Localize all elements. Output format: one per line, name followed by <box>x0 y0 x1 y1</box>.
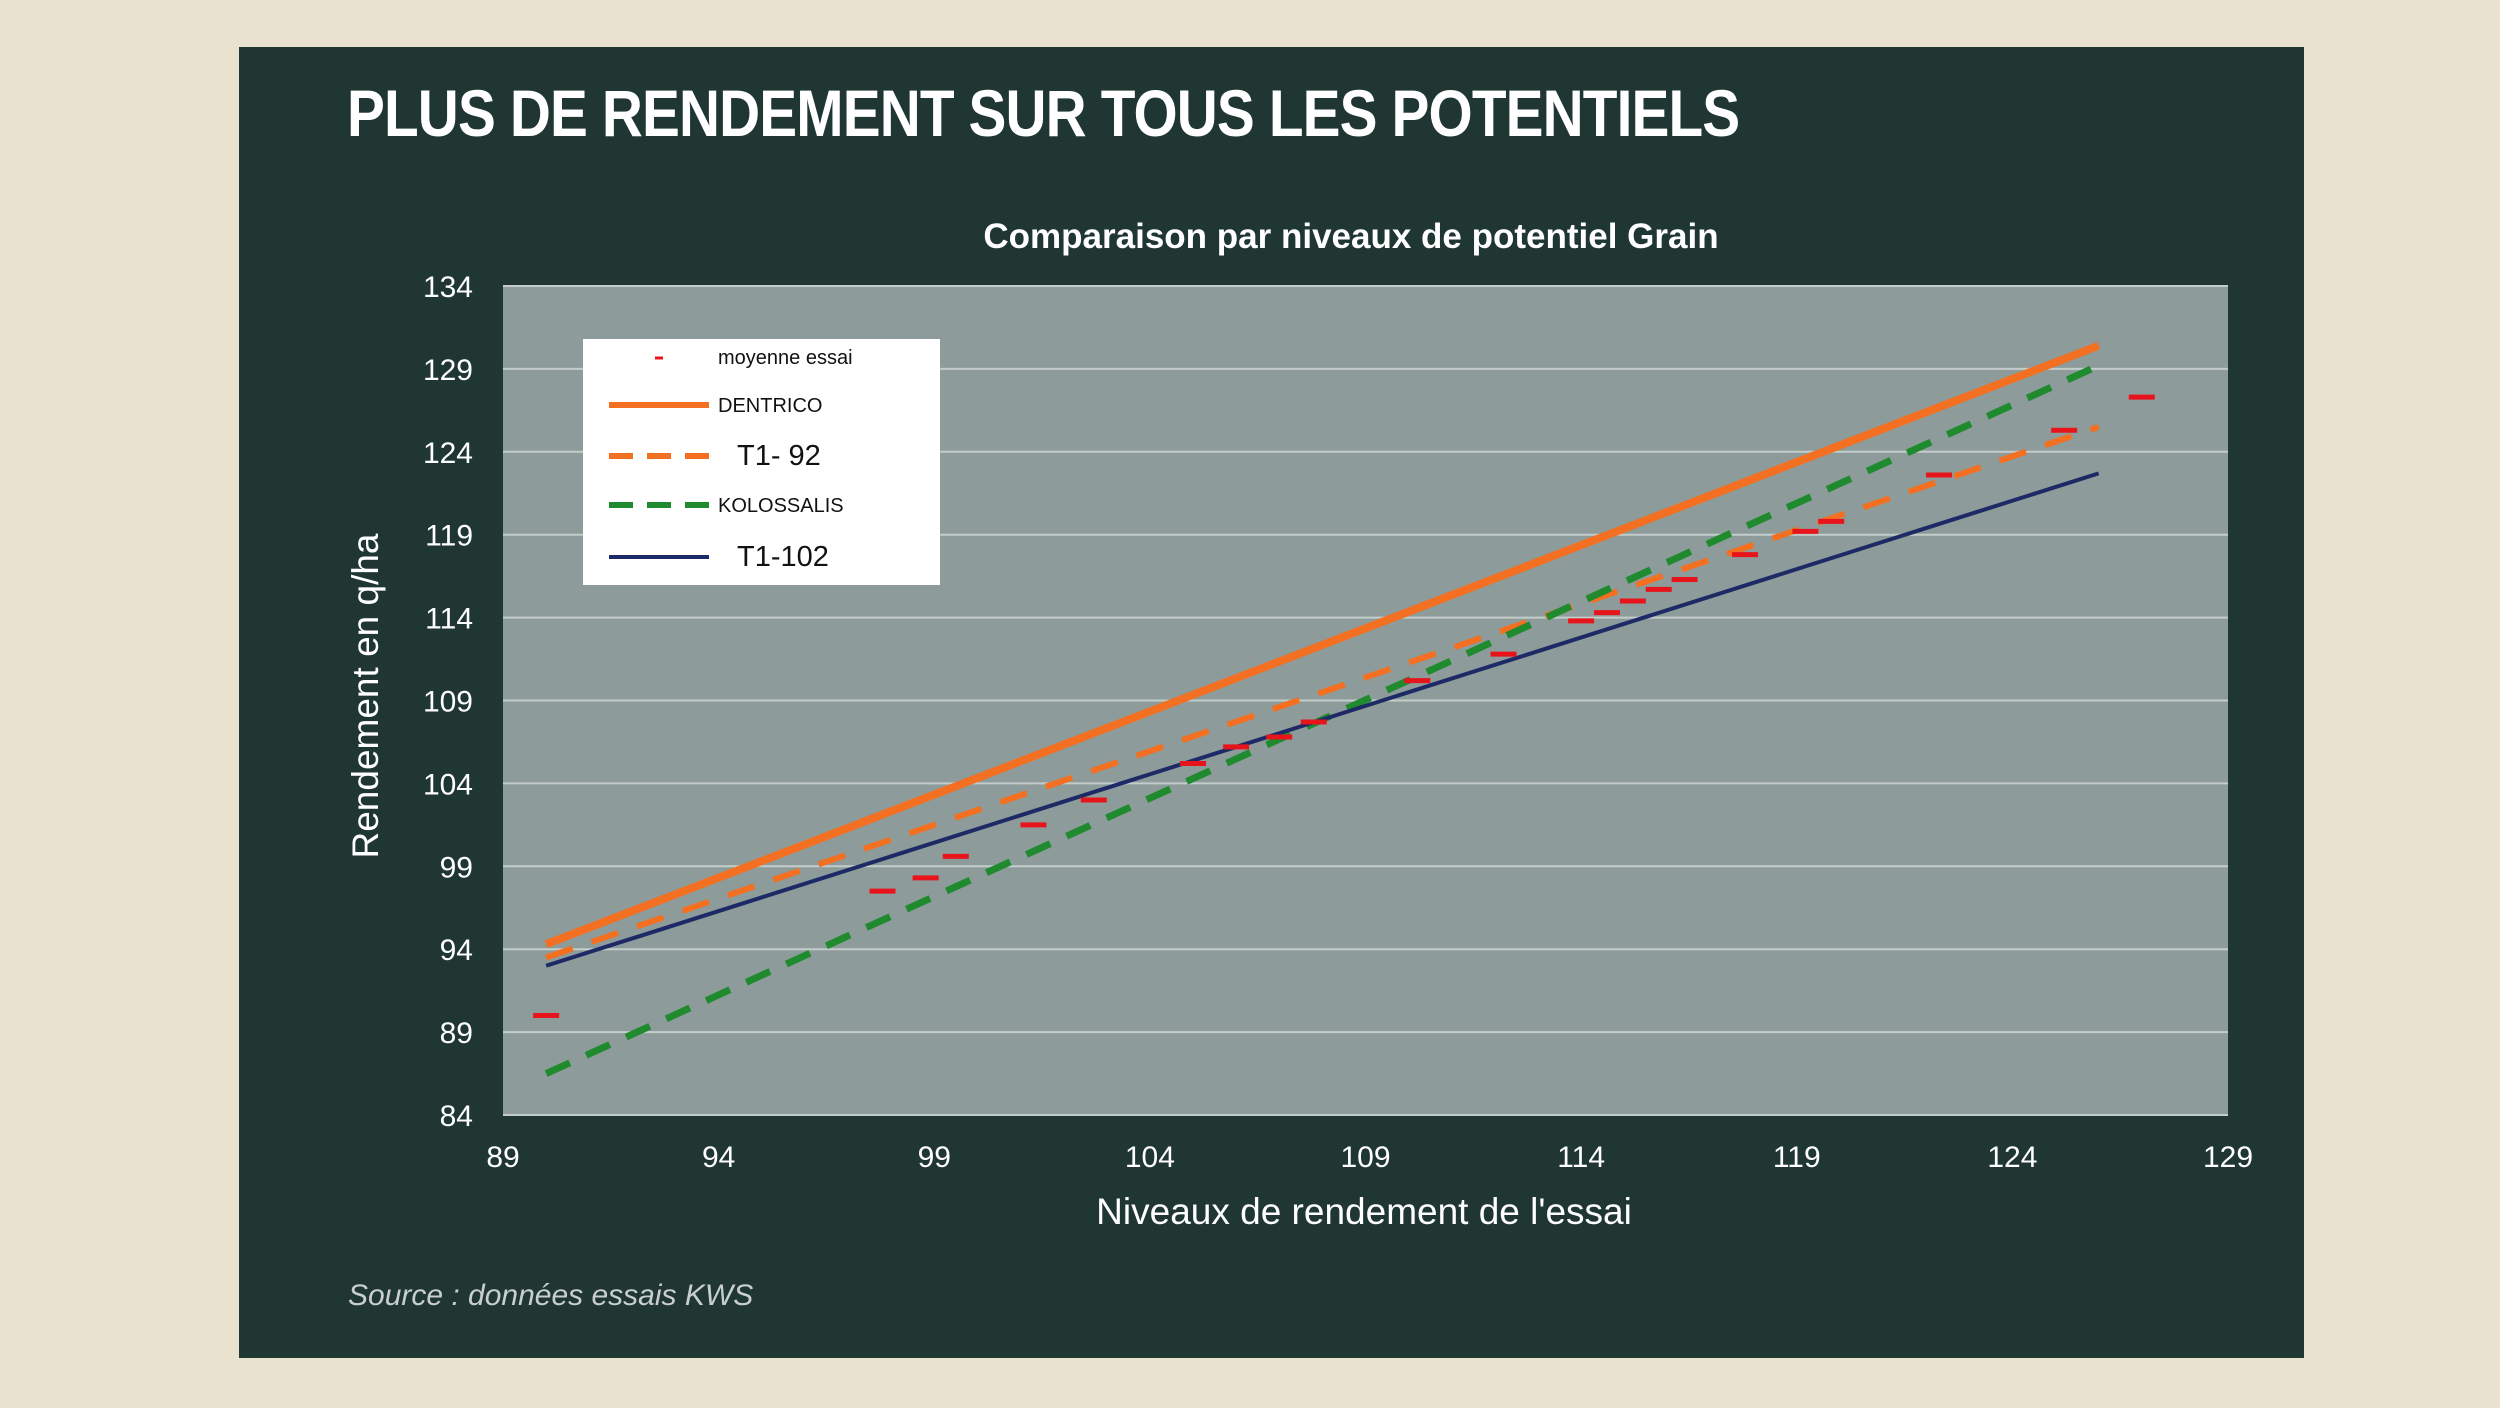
y-tick-label: 109 <box>423 686 473 719</box>
y-tick-label: 94 <box>440 934 473 967</box>
chart-title: Comparaison par niveaux de potentiel Gra… <box>983 217 1718 256</box>
x-tick-label: 104 <box>1125 1141 1175 1174</box>
legend-label: T1- 92 <box>737 440 821 472</box>
y-tick-label: 129 <box>423 354 473 387</box>
chart: 84 89 94 99 104 109 114 119 124 129 134 89 94 99 104 1… <box>345 217 2253 1232</box>
y-tick-label: 134 <box>423 271 473 304</box>
legend-label: KOLOSSALIS <box>718 495 844 517</box>
x-tick-label: 124 <box>1987 1141 2037 1174</box>
series-line-t1-92 <box>545 424 2100 961</box>
page-title: PLUS DE RENDEMENT SUR TOUS LES POTENTIEL… <box>347 76 1740 150</box>
x-tick-label: 119 <box>1773 1141 1821 1174</box>
x-tick-label: 89 <box>486 1141 519 1174</box>
x-tick-label: 99 <box>918 1141 951 1174</box>
y-tick-label: 104 <box>423 768 473 801</box>
x-tick-label: 94 <box>702 1141 735 1174</box>
y-tick-label: 99 <box>440 851 473 884</box>
source-note: Source : données essais KWS <box>348 1279 754 1312</box>
chart-panel: PLUS DE RENDEMENT SUR TOUS LES POTENTIEL… <box>239 47 2304 1358</box>
x-axis-label: Niveaux de rendement de l'essai <box>1096 1191 1632 1232</box>
legend-label: DENTRICO <box>718 395 822 417</box>
x-tick-label: 109 <box>1340 1141 1390 1174</box>
y-tick-label: 84 <box>440 1100 473 1133</box>
series-line-dentrico <box>544 341 2101 948</box>
y-tick-label: 119 <box>425 520 473 553</box>
x-tick-label: 129 <box>2203 1141 2253 1174</box>
legend-box <box>583 339 940 585</box>
legend-label: T1-102 <box>737 541 829 573</box>
legend: moyenne essai DENTRICO T1- 92 KOLOSSALIS T1-… <box>583 339 940 585</box>
y-axis-label: Rendement en q/ha <box>345 533 386 858</box>
y-tick-label: 124 <box>423 437 473 470</box>
legend-label: moyenne essai <box>718 347 853 369</box>
y-tick-label: 89 <box>440 1017 473 1050</box>
y-tick-label: 114 <box>425 603 473 636</box>
x-tick-label: 114 <box>1557 1141 1605 1174</box>
